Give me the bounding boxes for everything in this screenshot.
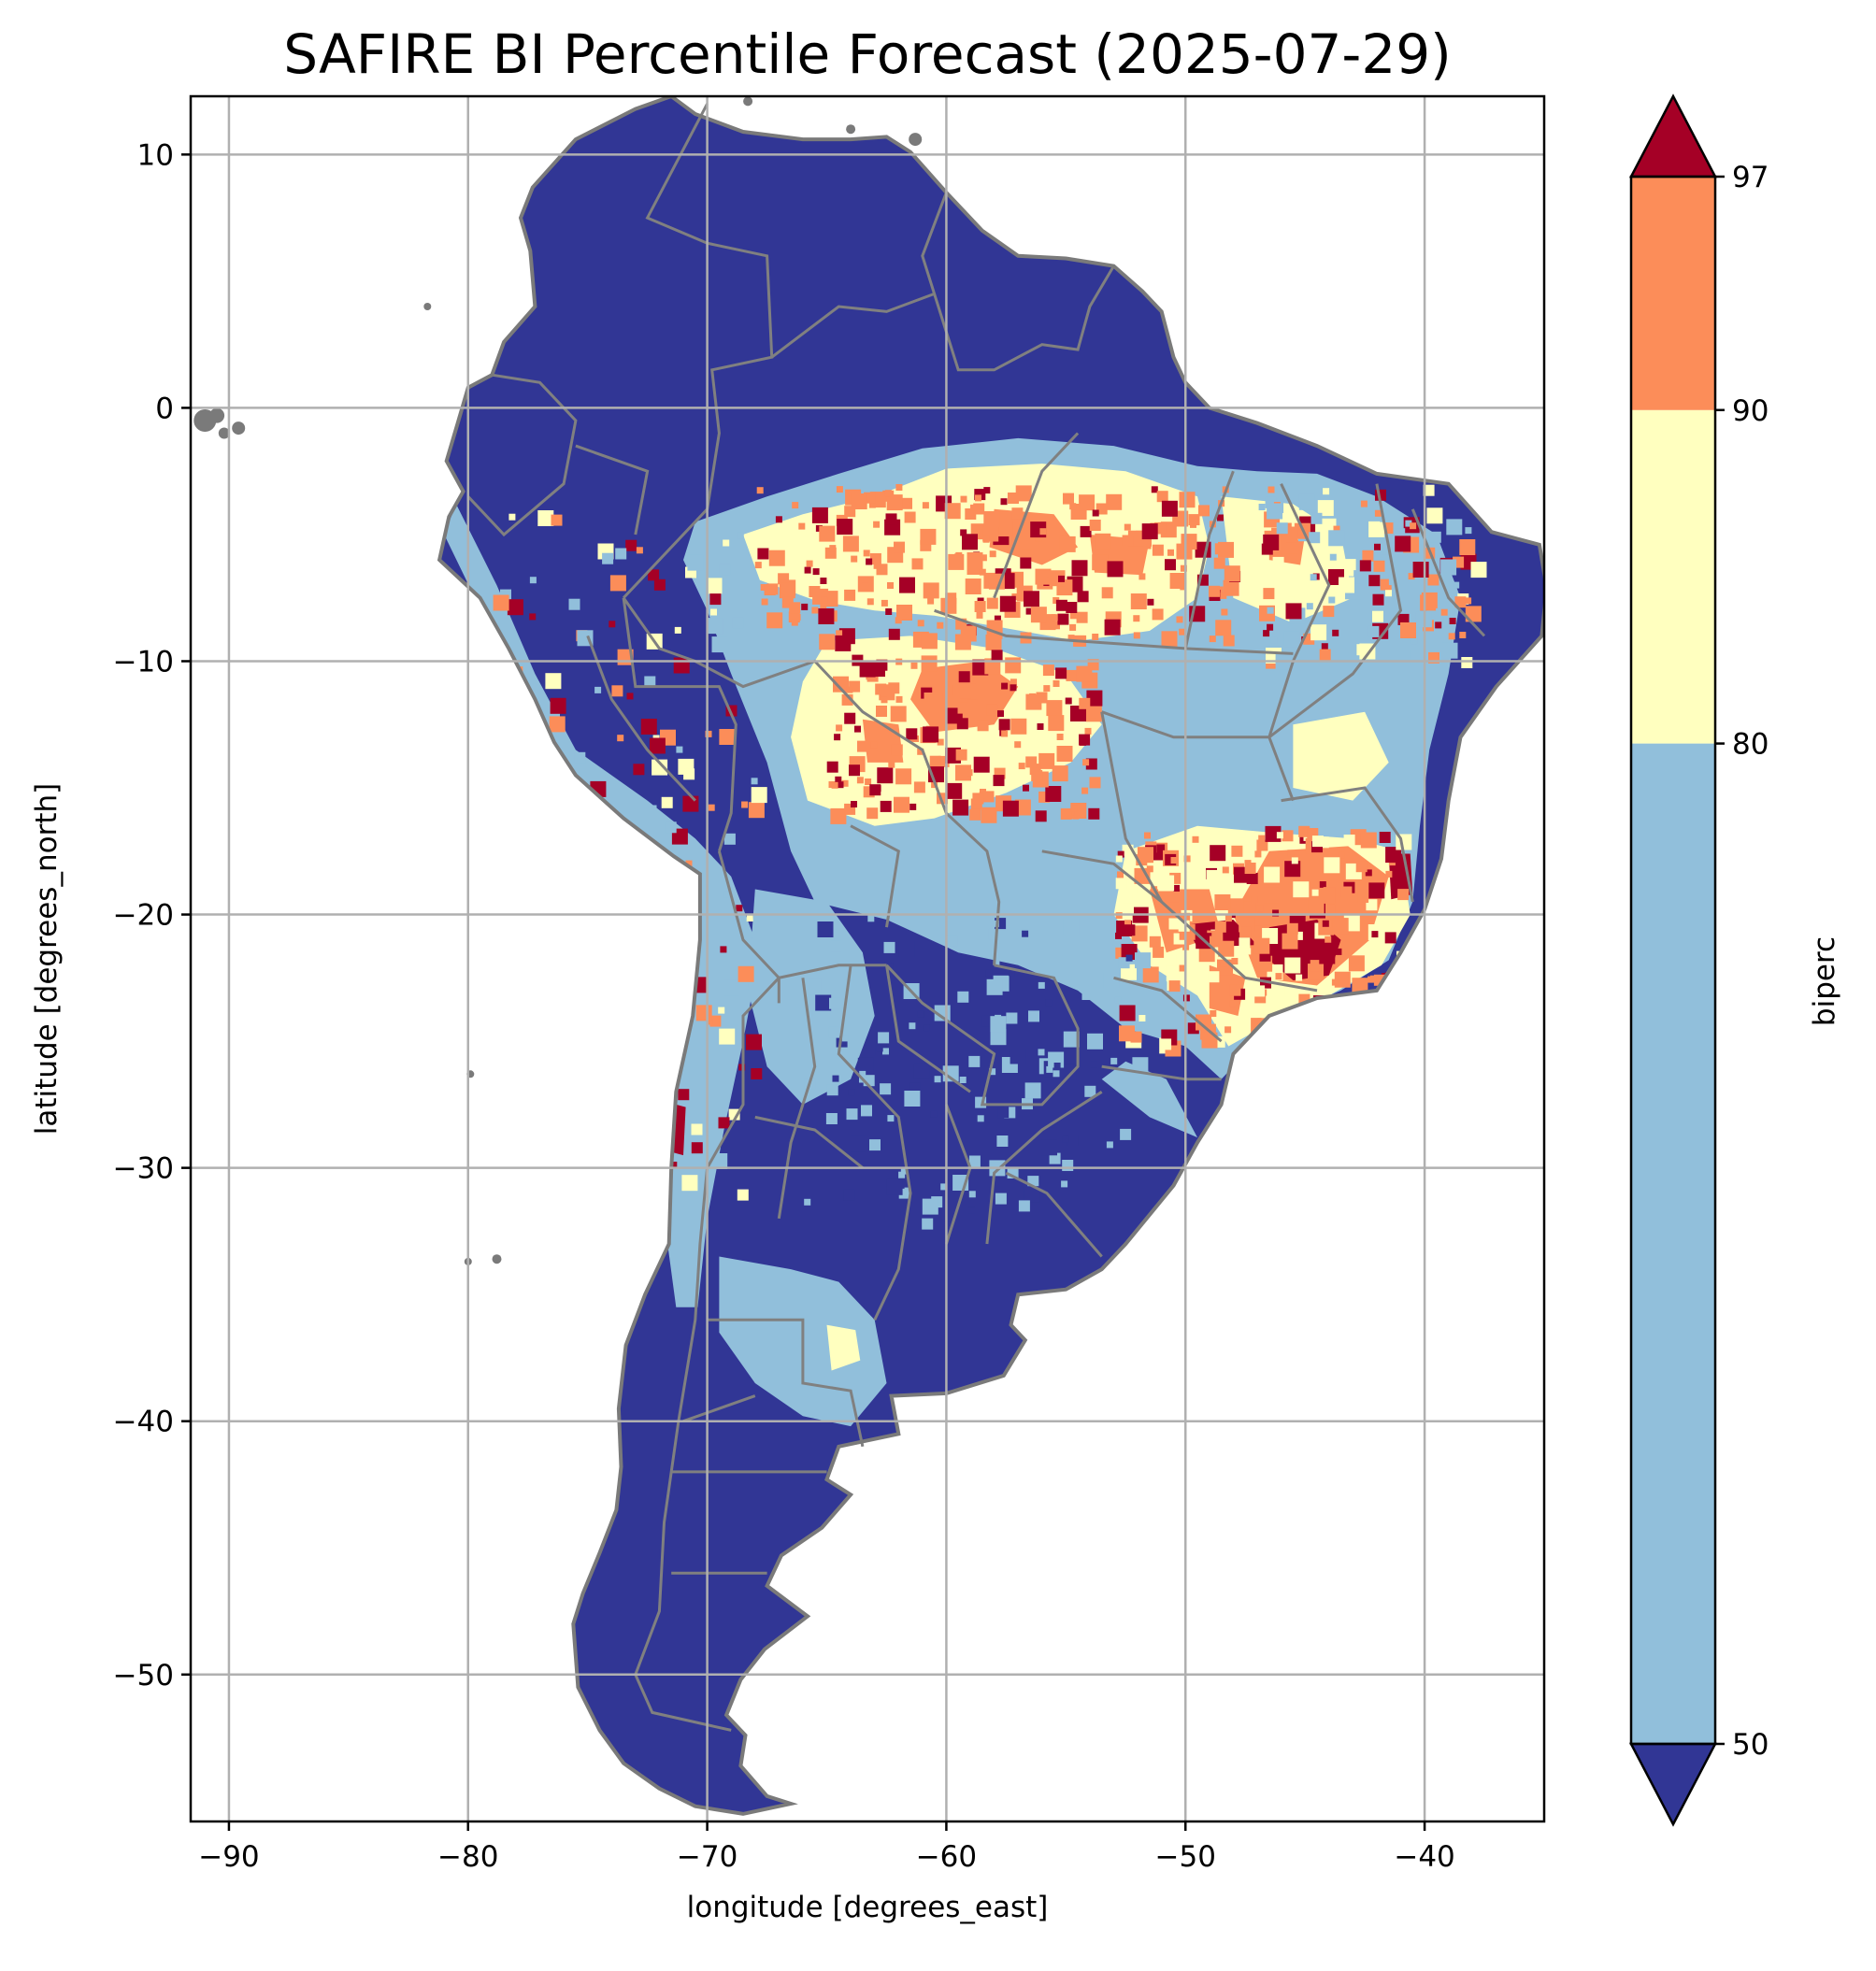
y-tick-label: −20 (113, 899, 174, 933)
island-markers (193, 96, 923, 1265)
coastline (437, 96, 1544, 1816)
border-line (586, 635, 696, 802)
border-line (1041, 850, 1163, 904)
zone-80-90-bahia (1293, 711, 1389, 801)
colorbar-bin (1631, 409, 1715, 744)
zone-50-80-south-coast (1101, 1061, 1197, 1138)
gridlines (191, 96, 1544, 1821)
x-tick-label: −40 (1394, 1840, 1454, 1874)
border-line (754, 1115, 864, 1169)
border-line (1281, 786, 1414, 903)
border-line (575, 444, 650, 536)
y-tick-label: −40 (113, 1406, 174, 1439)
colorbar-bin (1631, 177, 1715, 410)
chart-title: SAFIRE BI Percentile Forecast (2025-07-2… (283, 22, 1452, 86)
colorbar-tick-label: 90 (1732, 394, 1769, 428)
border-line (850, 824, 900, 928)
x-tick-label: −90 (198, 1840, 259, 1874)
y-tick-label: 10 (137, 138, 174, 172)
speckles-mato-grosso (826, 650, 1103, 824)
colorbar-tick-label: 97 (1732, 161, 1769, 194)
island (209, 407, 225, 423)
x-tick-label: −60 (916, 1840, 977, 1874)
border-line (707, 1318, 865, 1448)
colorbar-extend-min (1628, 1742, 1718, 1827)
border-line (985, 1091, 1103, 1245)
border-line (1183, 470, 1235, 650)
border-line (837, 964, 912, 1321)
border-line (770, 292, 936, 359)
zone-above-97-chile (673, 1104, 686, 1156)
x-tick-label: −70 (677, 1840, 738, 1874)
border-line (1101, 710, 1269, 739)
island (846, 124, 856, 135)
zone-80-90-pampas (826, 1324, 861, 1371)
island (423, 303, 432, 310)
y-tick-label: −10 (113, 645, 174, 678)
zone-50-80-paraguay-west (748, 889, 875, 1105)
x-axis-label: longitude [degrees_east] (687, 1891, 1049, 1924)
island (492, 1254, 502, 1264)
border-line (717, 850, 780, 1004)
border-line (466, 373, 578, 537)
colorbar-label: biperc (1808, 936, 1841, 1026)
colorbar: 50 80 90 97 (1628, 93, 1769, 1827)
border-line (921, 192, 1115, 372)
border-line (934, 608, 1294, 655)
y-tick-label: −30 (113, 1152, 174, 1186)
x-tick-label: −80 (437, 1840, 498, 1874)
border-line (634, 964, 887, 1732)
colorbar-tick-label: 50 (1732, 1728, 1769, 1762)
plot-frame (189, 94, 1546, 1823)
island (218, 427, 230, 439)
border-line (622, 596, 1001, 965)
x-axis-ticks: −90 −80 −70 −60 −50 −40 (198, 1821, 1455, 1874)
island (743, 96, 753, 107)
speckles-amazon (754, 484, 1241, 651)
border-line (622, 597, 738, 852)
y-axis-label: latitude [degrees_north] (30, 783, 64, 1135)
border-line (1113, 976, 1223, 1043)
island (909, 133, 923, 147)
border-line (777, 978, 817, 1220)
border-line (1267, 483, 1403, 738)
colorbar-extend-max (1628, 93, 1718, 179)
island (232, 421, 246, 436)
colorbar-bin (1631, 743, 1715, 1744)
border-line (1005, 1171, 1103, 1258)
border-line (993, 432, 1080, 599)
y-tick-label: 0 (155, 392, 174, 425)
border-line (682, 1394, 756, 1423)
plot-area (191, 96, 1544, 1821)
y-axis-ticks: 10 0 −10 −20 −30 −40 −50 (113, 138, 191, 1692)
colorbar-tick-label: 80 (1732, 728, 1769, 762)
colorbar-frame (1629, 175, 1717, 1746)
x-tick-label: −50 (1155, 1840, 1216, 1874)
y-tick-label: −50 (113, 1659, 174, 1692)
